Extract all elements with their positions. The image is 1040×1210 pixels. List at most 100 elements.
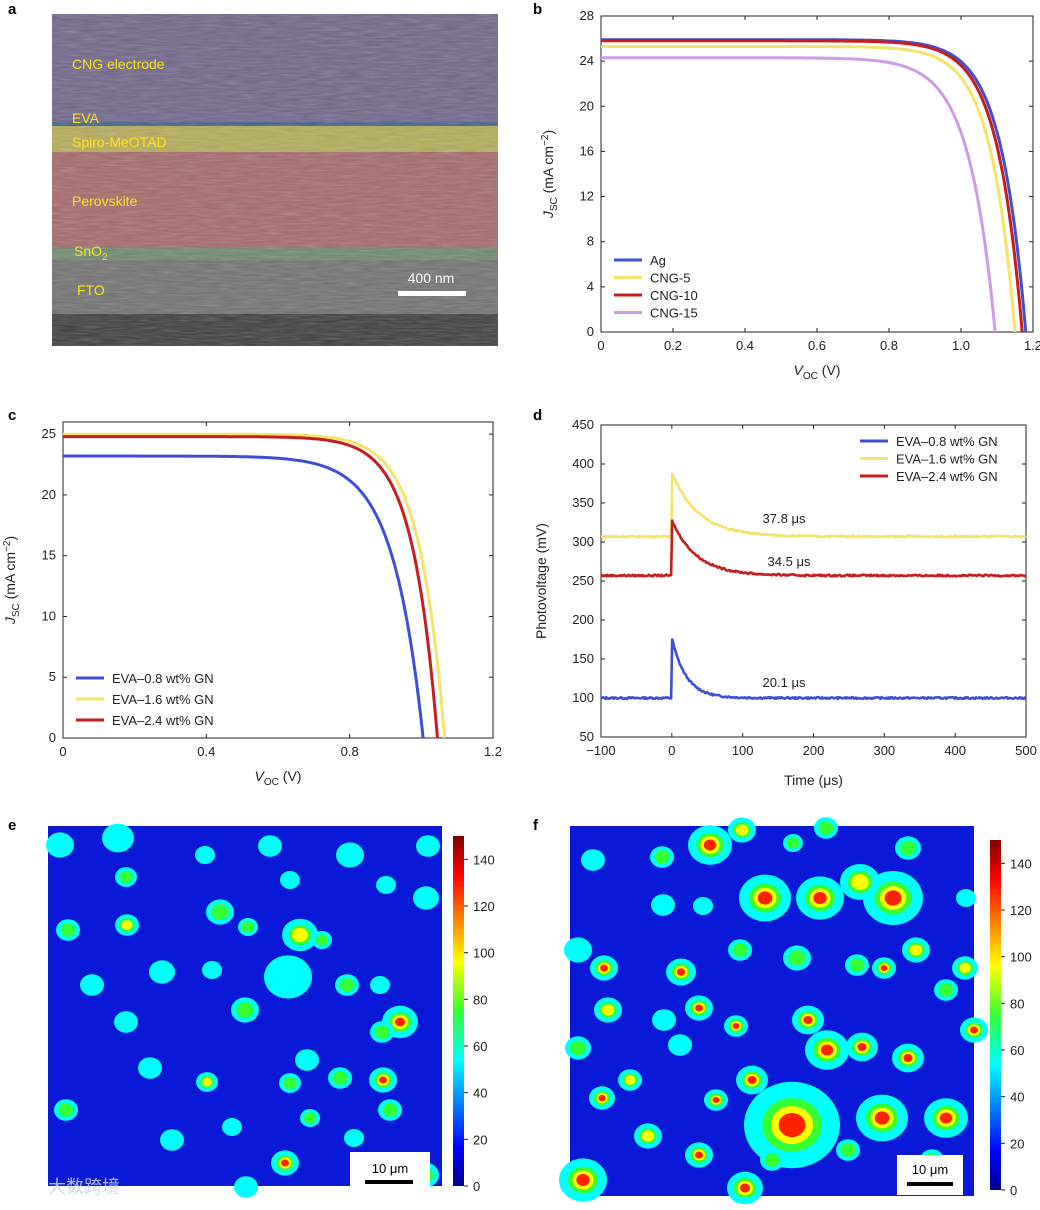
heatmap-spot bbox=[695, 1004, 703, 1012]
heatmap-spot bbox=[695, 1151, 703, 1159]
watermark: 大数跨境 bbox=[48, 1177, 120, 1197]
decay-time-label: 37.8 μs bbox=[763, 511, 806, 526]
heatmap-spot bbox=[374, 1025, 390, 1039]
y-tick-label: 0 bbox=[49, 730, 56, 745]
legend-label: EVA–1.6 wt% GN bbox=[112, 692, 214, 707]
series-line bbox=[63, 435, 439, 739]
heatmap-spot bbox=[138, 1057, 162, 1079]
series-line bbox=[601, 56, 997, 333]
x-tick-label: 0 bbox=[59, 744, 66, 759]
heatmap-spot bbox=[668, 1034, 692, 1056]
colorbar-tick-label: 40 bbox=[1010, 1090, 1024, 1105]
heatmap-spot bbox=[280, 871, 300, 889]
layer-label-cng: CNG electrode bbox=[72, 56, 165, 72]
y-tick-label: 200 bbox=[572, 612, 594, 627]
legend-label: Ag bbox=[650, 253, 666, 268]
layer-label-sno2: SnO2 bbox=[74, 243, 108, 263]
heatmap-spot bbox=[840, 1143, 856, 1157]
legend-label: EVA–2.4 wt% GN bbox=[896, 469, 998, 484]
y-tick-label: 4 bbox=[587, 279, 594, 294]
colorbar-tick-label: 20 bbox=[473, 1132, 487, 1147]
heatmap-spot bbox=[315, 934, 329, 946]
x-tick-label: 400 bbox=[944, 743, 966, 758]
heatmap-spot bbox=[747, 1076, 757, 1084]
colorbar-tick-label: 100 bbox=[1010, 950, 1032, 965]
heatmap-spot bbox=[564, 937, 592, 963]
heatmap-spot bbox=[332, 1071, 348, 1085]
colorbar-tick-label: 0 bbox=[1010, 1183, 1017, 1198]
heatmap-spot bbox=[764, 1153, 780, 1167]
heatmap-spot bbox=[344, 1129, 364, 1147]
heatmap-spot bbox=[160, 1129, 184, 1151]
y-tick-label: 20 bbox=[580, 98, 594, 113]
y-tick-label: 28 bbox=[580, 8, 594, 23]
panel-letter-a: a bbox=[8, 1, 17, 18]
sem-scale-bar bbox=[398, 291, 466, 296]
y-tick-label: 50 bbox=[580, 729, 594, 744]
transient-line bbox=[600, 472, 1027, 539]
heatmap-spot bbox=[382, 1103, 398, 1117]
panel-letter-b: b bbox=[533, 1, 542, 18]
heatmap-spot bbox=[757, 891, 773, 905]
heatmap-spot bbox=[222, 1118, 242, 1136]
heatmap-spot bbox=[884, 890, 902, 906]
x-tick-label: 0.4 bbox=[736, 338, 754, 353]
heatmap-f: 10 μm bbox=[559, 817, 988, 1205]
x-tick-label: 1.2 bbox=[1024, 338, 1040, 353]
heatmap-spot bbox=[292, 927, 308, 943]
heatmap-spot bbox=[740, 1183, 750, 1193]
layer-label-fto: FTO bbox=[77, 282, 105, 298]
y-tick-label: 300 bbox=[572, 534, 594, 549]
heatmap-spot bbox=[676, 968, 686, 976]
heatmap-spot bbox=[416, 835, 440, 857]
legend-label: CNG-5 bbox=[650, 271, 690, 286]
y-tick-label: 20 bbox=[42, 487, 56, 502]
heatmap-spot bbox=[651, 894, 675, 916]
y-tick-label: 350 bbox=[572, 495, 594, 510]
chart-b: 0 0.2 0.4 0.6 0.8 1.0 1.2 0 4 8 12 16 20 24 28 Ag CNG-5 C… bbox=[540, 8, 1040, 382]
heatmap-spot bbox=[413, 886, 439, 910]
series-line bbox=[601, 45, 1017, 333]
heatmap-spot bbox=[114, 1011, 138, 1033]
heatmap-spot bbox=[938, 983, 954, 997]
heatmap-spot bbox=[211, 904, 229, 920]
y-tick-label: 12 bbox=[580, 189, 594, 204]
heatmap-spot bbox=[80, 974, 104, 996]
y-axis-label: Photovoltage (mV) bbox=[533, 523, 549, 639]
heatmap-spot bbox=[712, 1097, 720, 1103]
heatmap-spot bbox=[788, 950, 806, 966]
heatmap-spot bbox=[598, 1094, 606, 1102]
decay-time-label: 34.5 μs bbox=[768, 554, 811, 569]
heatmap-spot bbox=[46, 832, 74, 858]
scale-bar-f bbox=[907, 1182, 953, 1186]
colorbar-tick-label: 20 bbox=[1010, 1136, 1024, 1151]
y-tick-label: 25 bbox=[42, 426, 56, 441]
panel-letter-e: e bbox=[8, 817, 16, 834]
colorbar-e: 0 20 40 60 80 100 120 140 bbox=[453, 836, 495, 1194]
x-tick-label: 200 bbox=[803, 743, 825, 758]
heatmap-spot bbox=[601, 1004, 615, 1016]
heatmap-spot bbox=[102, 823, 134, 853]
y-tick-label: 450 bbox=[572, 417, 594, 432]
colorbar-tick-label: 0 bbox=[473, 1179, 480, 1194]
colorbar-tick-label: 60 bbox=[473, 1039, 487, 1054]
heatmap-spot bbox=[281, 1159, 289, 1167]
scale-bar-e bbox=[365, 1180, 413, 1184]
heatmap-spot bbox=[202, 1077, 212, 1087]
transient-line bbox=[600, 519, 1027, 578]
heatmap-spot bbox=[818, 821, 834, 835]
heatmap-spot bbox=[576, 1174, 590, 1186]
heatmap-spot bbox=[295, 1049, 319, 1071]
heatmap-spot bbox=[202, 961, 222, 979]
heatmap-spot bbox=[732, 1023, 740, 1029]
heatmap-spot bbox=[956, 889, 976, 907]
y-tick-label: 16 bbox=[580, 143, 594, 158]
colorbar-tick-label: 80 bbox=[473, 992, 487, 1007]
colorbar-tick-label: 40 bbox=[473, 1086, 487, 1101]
heatmap-spot bbox=[903, 1054, 913, 1062]
y-tick-label: 150 bbox=[572, 651, 594, 666]
scale-label-f: 10 μm bbox=[912, 1162, 948, 1177]
legend-label: EVA–0.8 wt% GN bbox=[896, 434, 998, 449]
x-tick-label: 300 bbox=[873, 743, 895, 758]
heatmap-spot bbox=[874, 1111, 890, 1125]
